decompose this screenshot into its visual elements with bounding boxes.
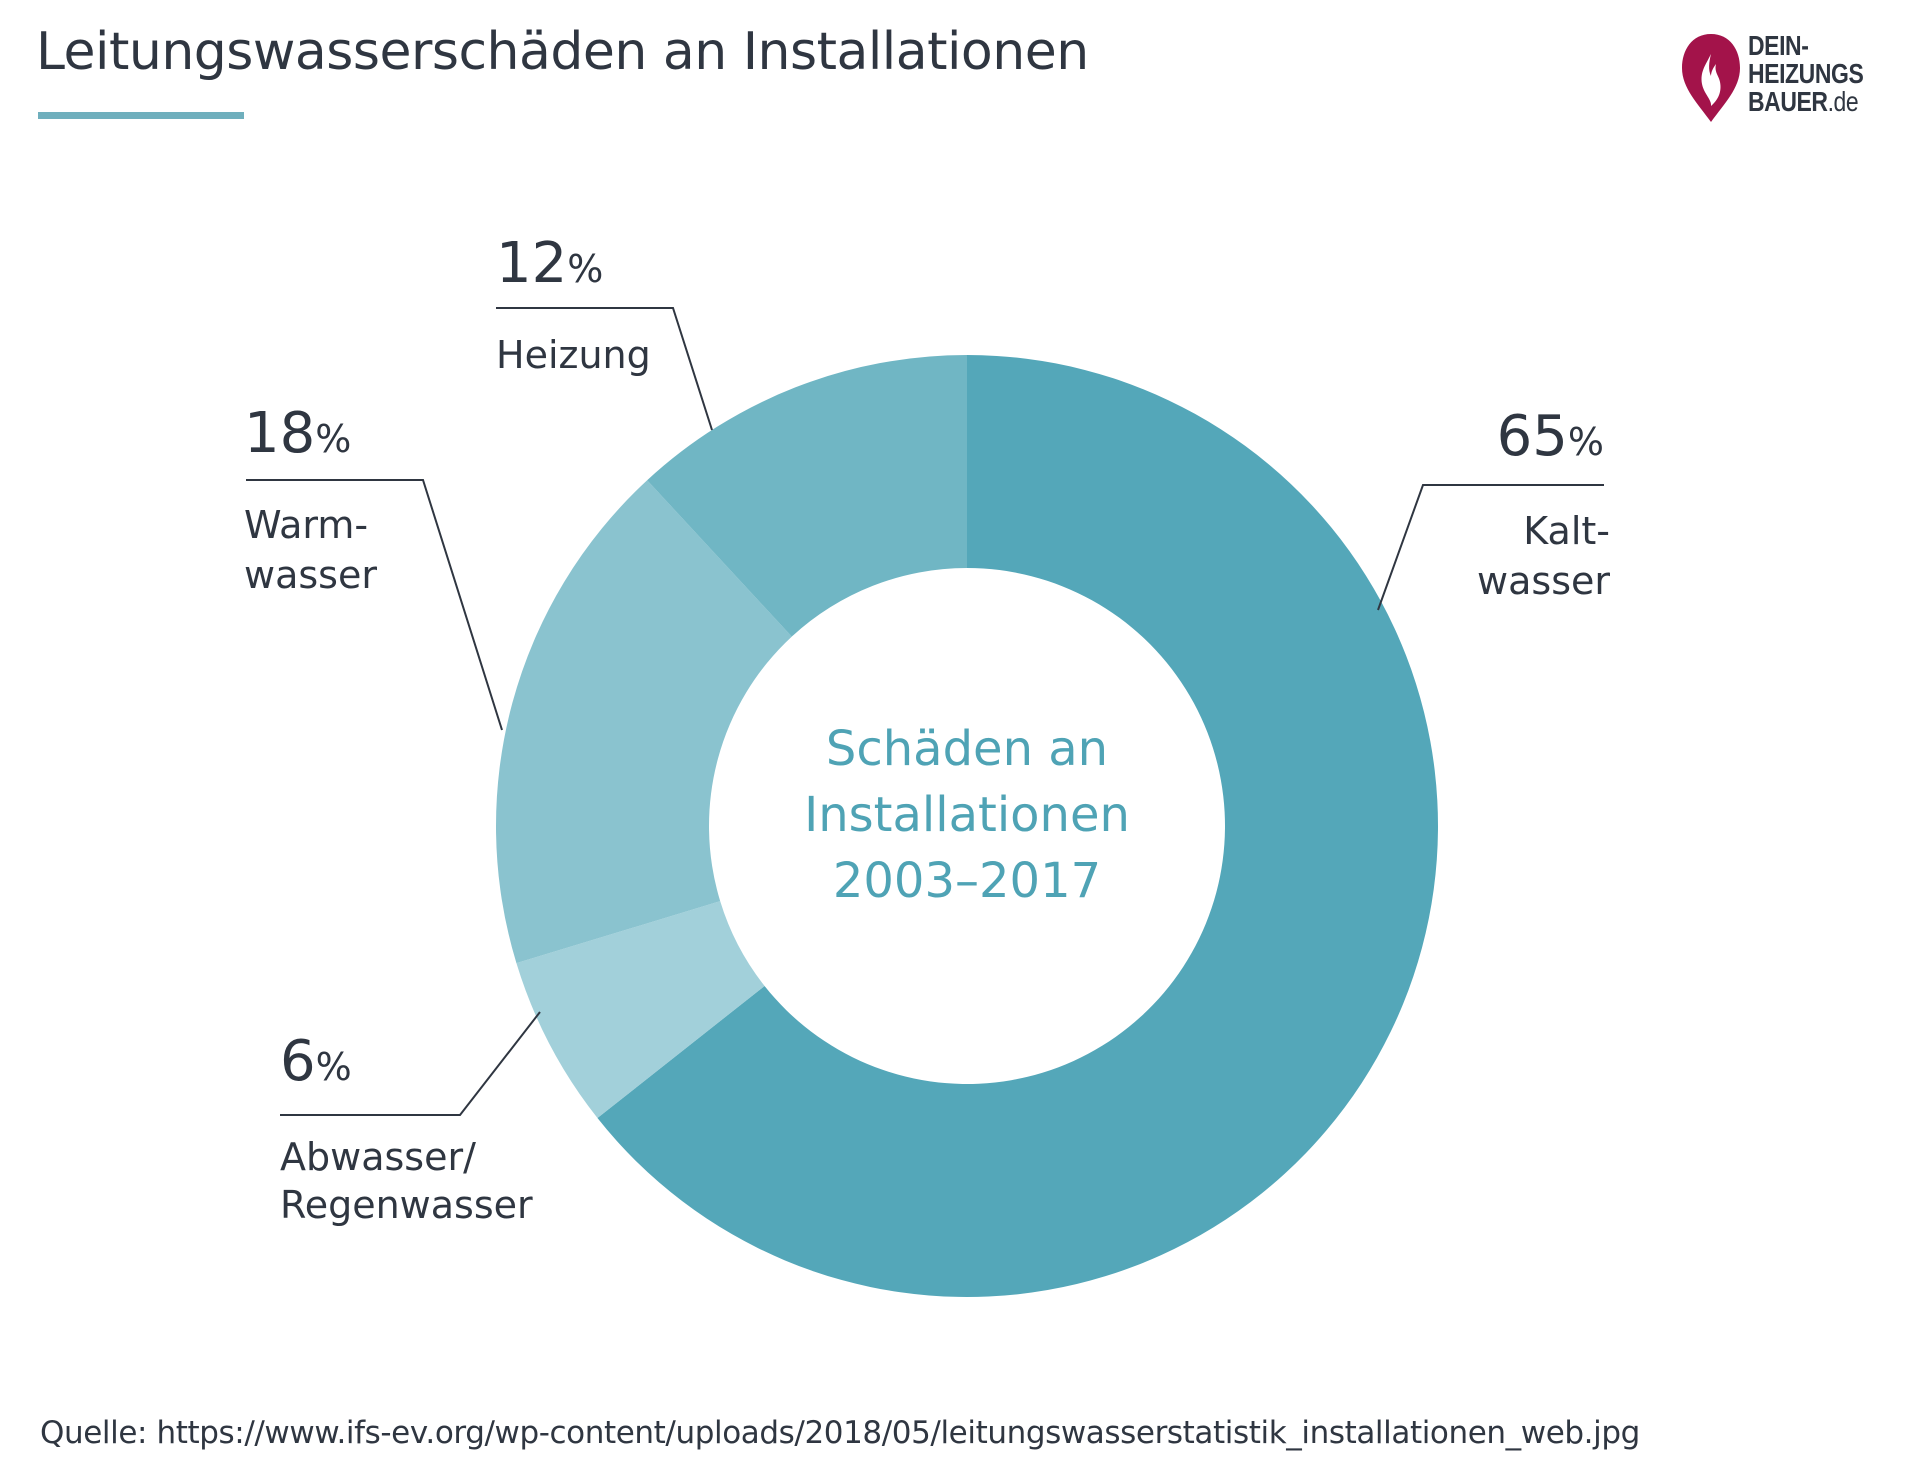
donut-slice-abwasser-regenwasser: [516, 901, 765, 1119]
slice-label-kaltwasser-1: Kalt-: [1523, 509, 1610, 553]
center-label-line-2: Installationen: [804, 787, 1130, 843]
source-citation: Quelle: https://www.ifs-ev.org/wp-conten…: [40, 1415, 1640, 1451]
logo-line-3: BAUER.de: [1748, 86, 1859, 117]
slice-label-heizung: Heizung: [496, 333, 651, 377]
logo-line-2: HEIZUNGS: [1748, 58, 1864, 89]
value-label-abwasser: 6%: [280, 1029, 352, 1094]
slice-label-abwasser-2: Regenwasser: [280, 1183, 533, 1227]
slice-label-kaltwasser-2: wasser: [1477, 559, 1610, 603]
value-label-kaltwasser: 65%: [1497, 404, 1604, 469]
slice-label-warmwasser-1: Warm-: [244, 503, 368, 547]
logo-line-1: DEIN-: [1748, 30, 1809, 61]
center-label-line-1: Schäden an: [826, 721, 1108, 777]
chart-title: Leitungswasserschäden an Installationen: [36, 22, 1089, 82]
slice-label-abwasser-1: Abwasser/: [280, 1135, 476, 1179]
leader-line-warmwasser: [246, 479, 503, 731]
logo-tld: .de: [1827, 86, 1859, 117]
value-label-heizung: 12%: [496, 231, 603, 296]
leader-line-kaltwasser: [1377, 484, 1604, 611]
leader-line-heizung: [496, 307, 713, 431]
brand-logo[interactable]: DEIN- HEIZUNGS BAUER.de: [1678, 30, 1898, 126]
center-label-line-3: 2003–2017: [833, 853, 1101, 909]
donut-slices: [496, 355, 1439, 1297]
donut-slice-kaltwasser: [597, 355, 1439, 1297]
donut-slice-heizung: [647, 355, 967, 637]
logo-wordmark: DEIN- HEIZUNGS BAUER.de: [1748, 30, 1864, 117]
flame-pin-icon: [1682, 34, 1740, 122]
slice-label-warmwasser-2: wasser: [244, 553, 377, 597]
title-underline: [38, 112, 244, 119]
leader-line-abwasser: [280, 1011, 541, 1116]
donut-slice-warmwasser: [496, 480, 792, 964]
value-label-warmwasser: 18%: [244, 401, 351, 466]
